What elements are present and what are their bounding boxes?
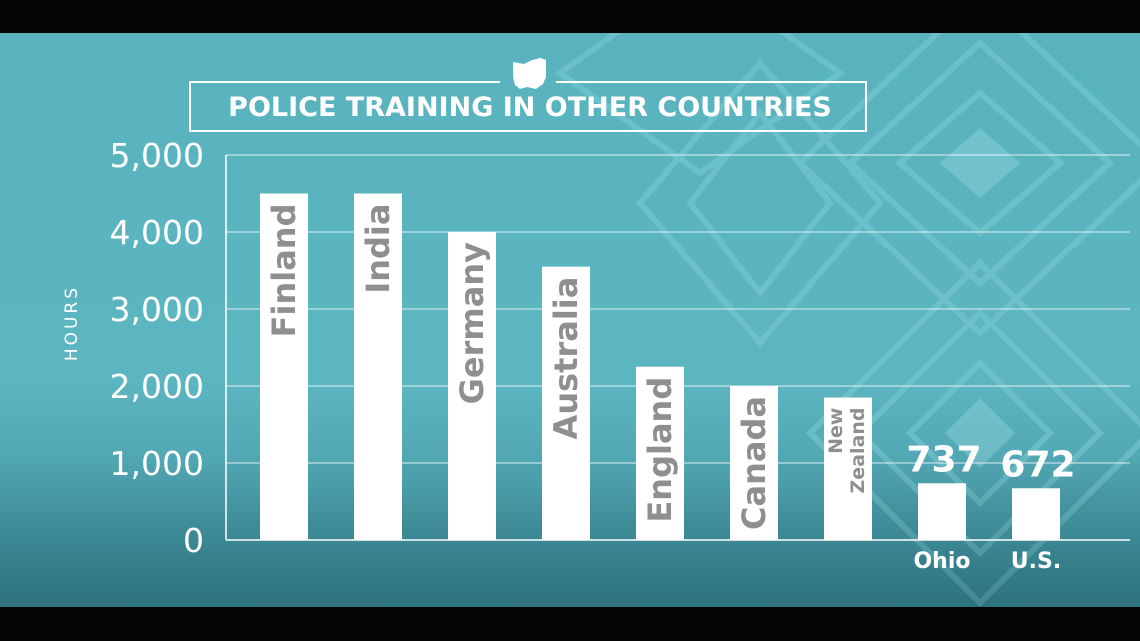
bar [260, 193, 308, 540]
letterbox-bottom [0, 607, 1140, 641]
category-label: U.S. [1011, 549, 1061, 574]
category-label: Ohio [913, 549, 970, 574]
category-label-line: Zealand [847, 408, 869, 494]
category-label-text: Canada [735, 396, 773, 530]
bar-chart: POLICE TRAINING IN OTHER COUNTRIES HOURS… [62, 58, 1130, 574]
y-tick-label: 3,000 [110, 290, 204, 329]
category-label-line: New [825, 408, 847, 454]
bar [448, 232, 496, 540]
y-tick-labels: 0 1,000 2,000 3,000 4,000 5,000 [110, 136, 204, 560]
title-box [189, 81, 867, 132]
bar [824, 397, 872, 540]
chart-title: POLICE TRAINING IN OTHER COUNTRIES [228, 92, 832, 123]
y-tick-label: 2,000 [110, 367, 204, 406]
category-label-text: Germany [453, 242, 491, 404]
diamond-pattern [554, 33, 1140, 607]
bars: Finland India Germany Australia England Canad… [260, 193, 1076, 574]
bar [542, 266, 590, 540]
category-label: Germany [453, 242, 491, 404]
category-label: Canada [735, 396, 773, 530]
y-axis-label: HOURS [62, 285, 82, 361]
category-label: Finland [265, 204, 303, 338]
data-label: 737 [906, 439, 981, 480]
bar [918, 483, 966, 540]
y-tick-label: 5,000 [110, 136, 204, 175]
ohio-state-icon [513, 58, 546, 89]
category-label-text: Australia [547, 277, 585, 440]
category-label: Australia [547, 277, 585, 440]
category-label: New Zealand [825, 408, 869, 494]
y-tick-label: 1,000 [110, 444, 204, 483]
bar [636, 366, 684, 540]
bar [354, 193, 402, 540]
category-label-text: England [641, 377, 679, 523]
letterbox-top [0, 0, 1140, 33]
y-tick-label: 0 [183, 521, 204, 560]
category-label-text: Finland [265, 204, 303, 338]
data-label: 672 [1000, 444, 1075, 485]
chart-panel: POLICE TRAINING IN OTHER COUNTRIES HOURS… [0, 33, 1140, 607]
y-tick-label: 4,000 [110, 213, 204, 252]
bar [730, 386, 778, 540]
bar [1012, 488, 1060, 540]
category-label: India [359, 204, 397, 294]
category-label: England [641, 377, 679, 523]
category-label-text: India [359, 204, 397, 294]
